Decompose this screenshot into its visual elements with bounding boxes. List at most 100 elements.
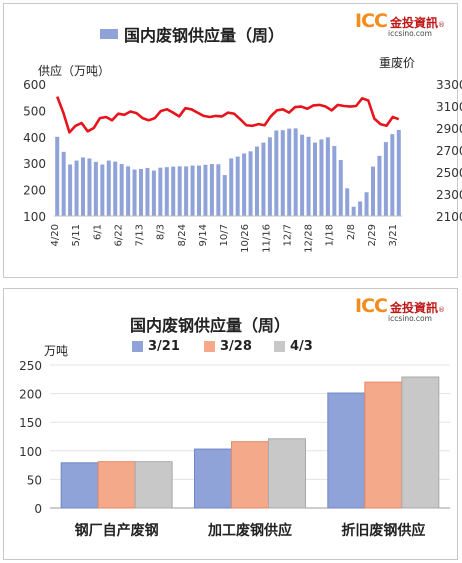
x-tick-label: 8/24: [177, 224, 188, 246]
supply-bar: [61, 151, 66, 216]
bar-chart-plot: 0 50 100 150 200 250 钢厂自产废钢 加工废钢供应 折旧废钢供应: [19, 359, 450, 539]
bar-4-3: [134, 461, 173, 509]
heavy-scrap-price-line: [56, 96, 400, 134]
supply-bar: [139, 169, 143, 216]
logo-brand: ICC: [355, 10, 388, 32]
supply-bar: [371, 166, 375, 216]
bar-4-3: [268, 438, 306, 509]
supply-bar: [345, 188, 350, 216]
combo-chart-plot: 100 200 300 400 500 600 2100 2300 2500 2700 2900 31…: [23, 78, 462, 253]
x-tick-label: 6/22: [113, 224, 124, 246]
y2-tick-label: 2900: [436, 122, 462, 136]
supply-bar: [351, 206, 356, 216]
y-tick-label: 300: [23, 157, 46, 171]
y-tick-label: 100: [23, 210, 46, 224]
supply-bar: [106, 160, 111, 216]
y2-tick-label: 2100: [436, 210, 462, 224]
y-tick-label: 100: [19, 445, 42, 459]
x-tick-label: 2/8: [346, 224, 357, 240]
supply-bar: [396, 129, 401, 216]
y-tick-label: 0: [34, 502, 42, 516]
x-tick-label: 8/3: [156, 224, 167, 240]
supply-bar: [332, 146, 337, 216]
supply-bar: [177, 166, 182, 216]
y-axis-title: 供应（万吨）: [38, 64, 111, 78]
supply-bar: [93, 161, 98, 216]
y2-tick-label: 2500: [436, 166, 462, 180]
supply-bar: [184, 166, 189, 216]
logo-url: iccsino.com: [388, 29, 432, 38]
supply-bar: [319, 139, 324, 216]
supply-bar: [338, 160, 343, 216]
supply-bar: [126, 166, 131, 216]
y-tick-label: 250: [19, 359, 42, 373]
supply-bar: [306, 136, 311, 216]
supply-bar: [293, 128, 298, 216]
y2-tick-label: 3100: [436, 100, 462, 114]
logo-reg-mark: ®: [438, 306, 445, 314]
weekly-supply-combo-chart: ICC 金投資訊 ® iccsino.com 国内废钢供应量（周） 供应（万吨）…: [3, 3, 462, 278]
chart-title: 国内废钢供应量（周）: [130, 316, 291, 335]
logo-cn-name: 金投資訊: [389, 16, 438, 30]
supply-bar: [313, 142, 317, 216]
y2-tick-label: 2700: [436, 144, 462, 158]
y2-axis-title: 重废价: [379, 56, 416, 70]
supply-bar: [255, 146, 259, 216]
supply-breakdown-chart: ICC 金投資訊 ® iccsino.com 国内废钢供应量（周） 万吨 3/2…: [3, 288, 458, 560]
x-tick-label: 4/20: [50, 224, 61, 246]
logo-reg-mark: ®: [438, 21, 445, 29]
supply-bar: [287, 128, 292, 216]
supply-bar: [248, 151, 253, 216]
legend-item-4-3: 4/3: [274, 339, 313, 354]
supply-bar: [203, 164, 208, 216]
supply-bar: [242, 153, 247, 216]
supply-bar: [209, 163, 214, 216]
x-category-label: 加工废钢供应: [207, 522, 292, 539]
legend-label: 3/28: [220, 339, 252, 354]
y-axis-title: 万吨: [44, 344, 69, 358]
supply-bar: [383, 142, 388, 216]
legend-swatch: [132, 341, 143, 352]
x-category-label: 钢厂自产废钢: [75, 522, 159, 539]
icc-logo: ICC 金投資訊 ® iccsino.com: [355, 295, 445, 323]
y-tick-label: 600: [23, 78, 46, 92]
supply-bar: [145, 167, 150, 216]
x-tick-label: 10/26: [240, 224, 251, 253]
supply-bar: [171, 166, 176, 216]
y-tick-label: 500: [23, 104, 46, 118]
supply-bar: [229, 158, 234, 216]
supply-bar: [100, 164, 105, 216]
legend-item-3-21: 3/21: [132, 339, 180, 354]
bar-4-3: [401, 376, 440, 509]
bar-3-28: [231, 441, 269, 509]
y-tick-label: 400: [23, 131, 46, 145]
supply-bar: [132, 169, 137, 216]
legend-label: 4/3: [290, 339, 313, 354]
legend-swatch: [204, 341, 215, 352]
supply-bar: [222, 175, 227, 216]
x-tick-label: 9/14: [198, 224, 209, 246]
supply-bar: [216, 164, 221, 216]
supply-bar: [158, 167, 163, 216]
bar-3-21: [60, 462, 99, 509]
supply-bar: [261, 142, 266, 216]
x-category-label: 折旧废钢供应: [341, 522, 425, 539]
x-tick-label: 12/28: [304, 224, 315, 253]
supply-bar: [274, 130, 279, 216]
x-tick-label: 5/11: [71, 224, 82, 246]
supply-bar: [267, 137, 272, 216]
bar-3-21: [194, 448, 232, 509]
icc-logo: ICC 金投資訊 ® iccsino.com: [355, 10, 445, 38]
y2-tick-label: 3300: [436, 78, 462, 92]
supply-bar: [87, 158, 92, 216]
y-tick-label: 50: [27, 473, 42, 487]
logo-cn-name: 金投資訊: [389, 301, 438, 315]
x-tick-label: 1/18: [325, 224, 336, 246]
y-tick-label: 150: [19, 416, 42, 430]
legend-item: 国内废钢供应量（周）: [100, 22, 284, 46]
chart-title: 国内废钢供应量（周）: [124, 26, 285, 45]
supply-bar: [68, 164, 73, 216]
legend-label: 3/21: [148, 339, 180, 354]
supply-bar: [81, 157, 85, 216]
x-tick-label: 6/1: [92, 224, 103, 240]
